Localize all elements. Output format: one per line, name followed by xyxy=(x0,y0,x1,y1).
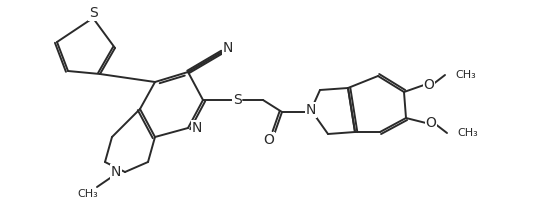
Text: N: N xyxy=(223,41,233,55)
Text: O: O xyxy=(426,116,436,130)
Text: CH₃: CH₃ xyxy=(457,128,478,138)
Text: N: N xyxy=(306,103,316,117)
Text: CH₃: CH₃ xyxy=(455,70,476,80)
Text: N: N xyxy=(192,121,202,135)
Text: CH₃: CH₃ xyxy=(78,189,98,199)
Text: N: N xyxy=(111,165,121,179)
Text: S: S xyxy=(233,93,241,107)
Text: O: O xyxy=(423,78,435,92)
Text: O: O xyxy=(264,133,274,147)
Text: S: S xyxy=(89,6,97,20)
